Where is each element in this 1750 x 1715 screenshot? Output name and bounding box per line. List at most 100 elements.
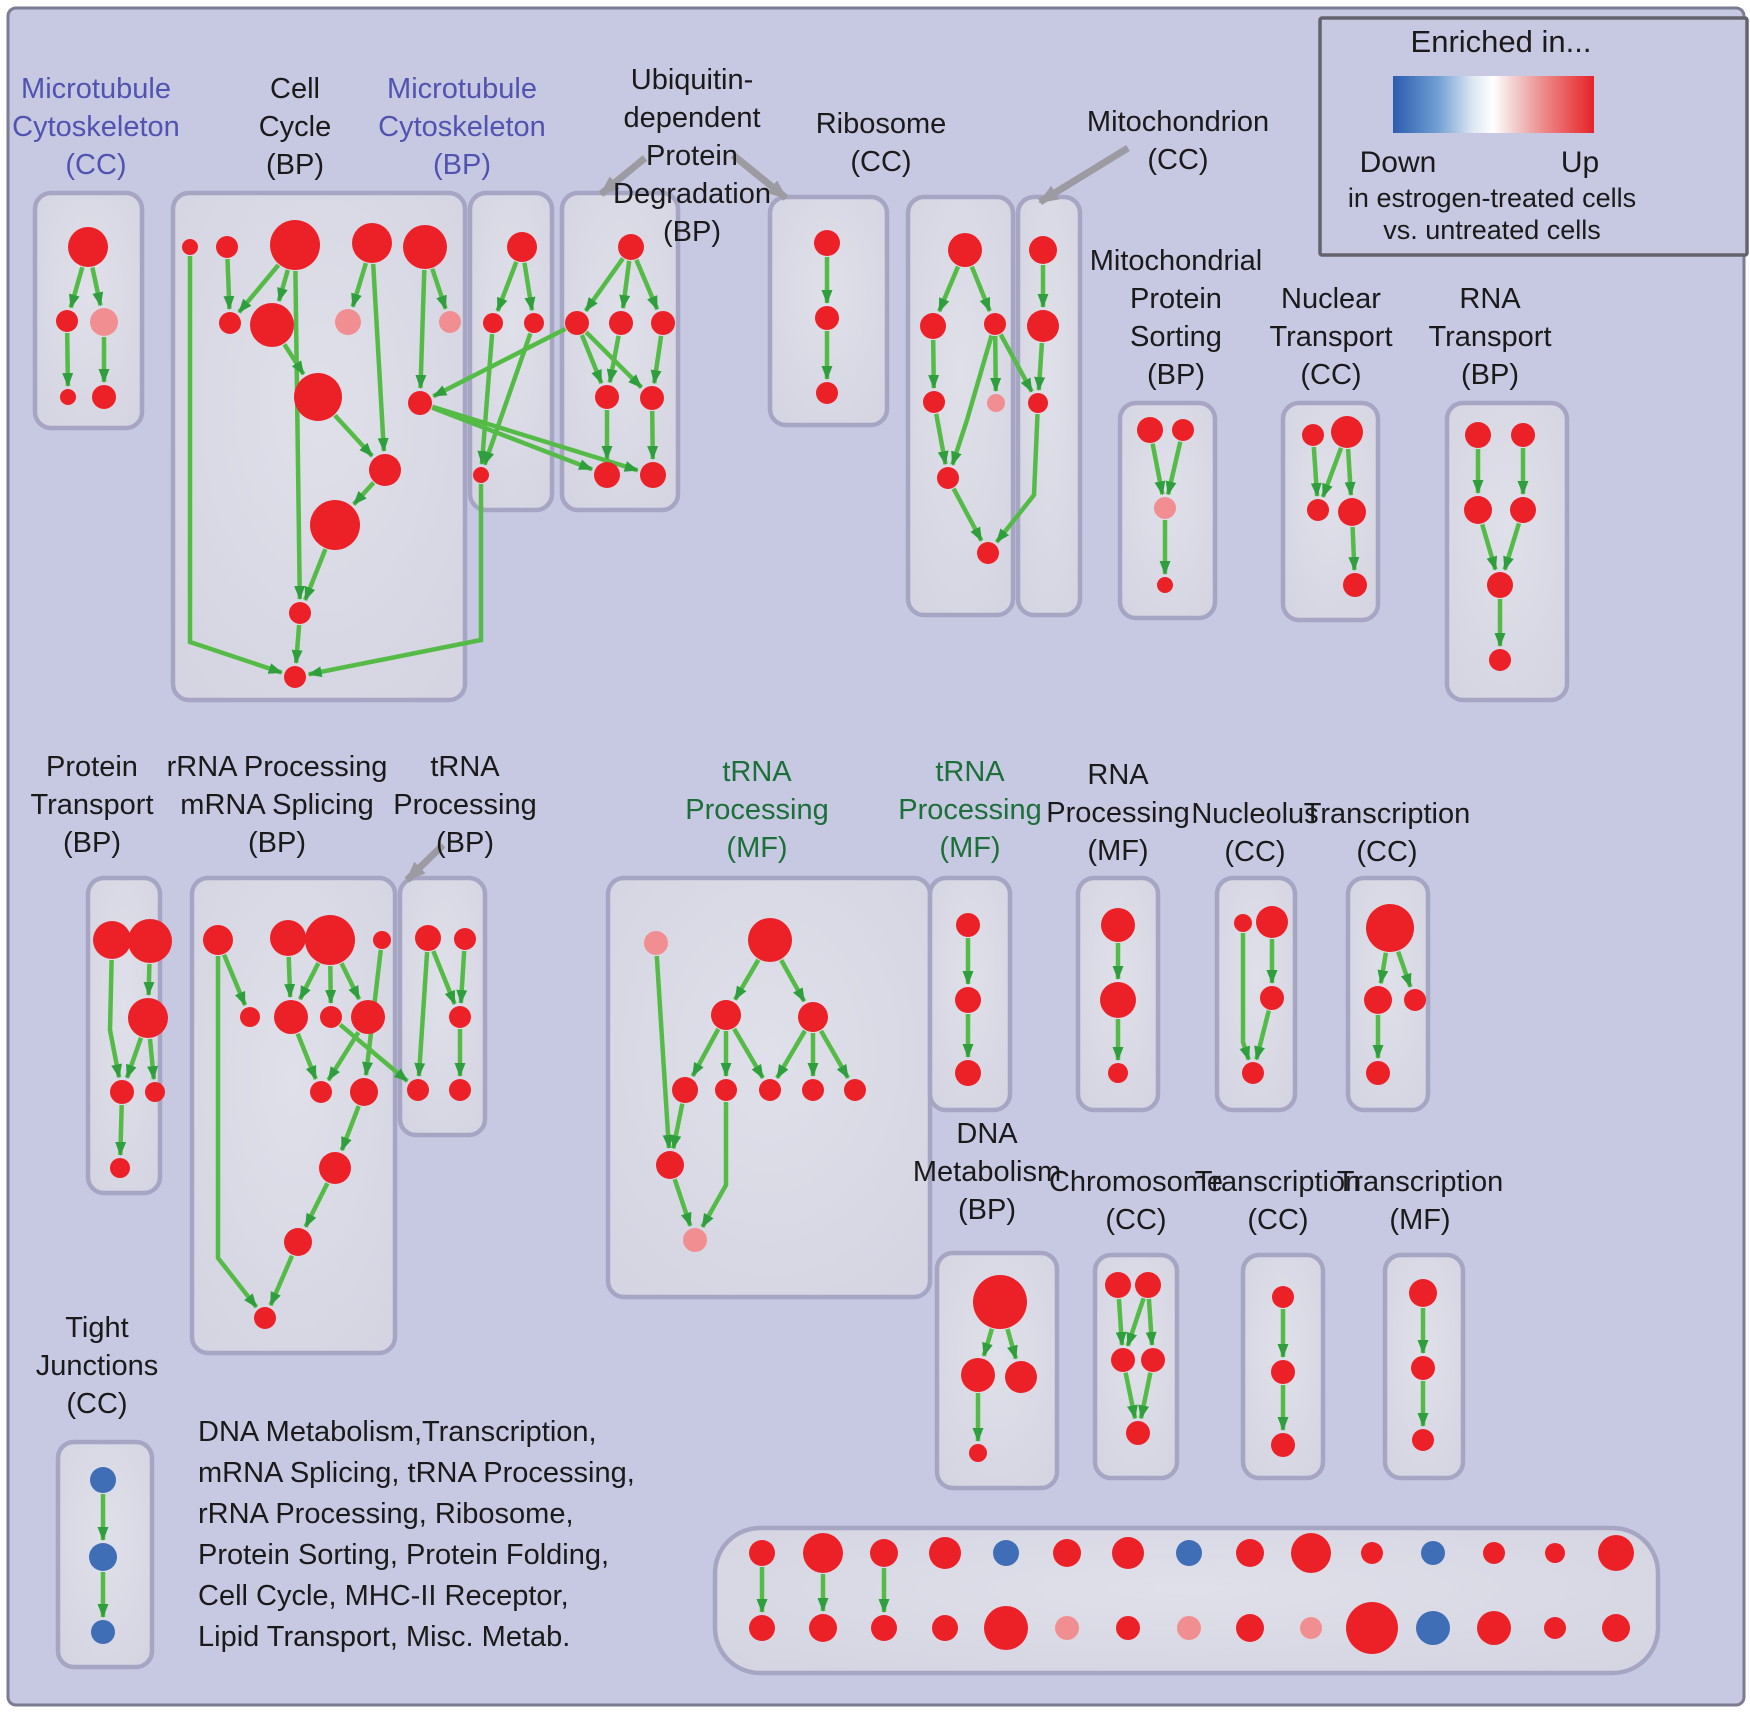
go-term-node	[1489, 649, 1511, 671]
go-term-node	[594, 462, 620, 488]
go-term-node	[1602, 1614, 1630, 1642]
go-term-node	[407, 1079, 429, 1101]
go-term-node	[1053, 1539, 1081, 1567]
edge-arrow	[1320, 447, 1344, 498]
go-term-node	[565, 311, 589, 335]
go-term-node	[1126, 1421, 1150, 1445]
go-term-node	[1416, 1611, 1450, 1645]
go-term-node	[319, 1152, 351, 1184]
go-term-node	[128, 998, 168, 1038]
go-term-node	[352, 223, 392, 263]
go-term-node	[1029, 236, 1057, 264]
edge-arrow	[1125, 1297, 1146, 1347]
go-term-node	[1157, 577, 1173, 593]
edge-arrow	[215, 956, 259, 1309]
edge-arrow	[1005, 1328, 1019, 1360]
go-term-node	[956, 913, 980, 937]
go-term-node	[90, 1467, 116, 1493]
edge-arrow	[690, 1027, 721, 1078]
edge-arrow	[339, 1105, 361, 1152]
go-term-node	[715, 1079, 737, 1101]
edge-arrow	[333, 413, 374, 458]
go-term-node	[305, 915, 355, 965]
edge-arrow	[654, 955, 674, 1149]
go-term-node	[1346, 1602, 1398, 1654]
go-term-node	[929, 1537, 961, 1569]
label-rrna-mrna-bp: rRNA Processing mRNA Splicing (BP)	[167, 751, 388, 859]
go-term-node	[870, 1539, 898, 1567]
go-term-node	[609, 311, 633, 335]
edge-arrow	[670, 1103, 685, 1150]
go-term-node	[68, 227, 108, 267]
go-term-node	[640, 386, 664, 410]
go-term-node	[284, 666, 306, 688]
go-term-node	[1302, 424, 1324, 446]
go-term-node	[1464, 496, 1492, 524]
go-term-node	[969, 1444, 987, 1462]
edge-arrow	[733, 958, 761, 1001]
edge-arrow	[276, 269, 290, 302]
go-term-node	[1105, 1272, 1131, 1298]
label-tight-junctions-cc: Tight Junctions (CC)	[36, 1312, 159, 1420]
cluster-box-cell-cycle-bp	[170, 190, 468, 703]
go-term-node	[802, 1079, 824, 1101]
legend-gradient-bar	[1393, 76, 1594, 133]
edge-arrow	[293, 270, 306, 600]
label-trna-processing-mf-small: tRNA Processing (MF)	[898, 756, 1041, 864]
edge-arrow	[414, 951, 430, 1077]
edge-arrow	[522, 262, 536, 312]
go-term-node	[871, 1615, 897, 1641]
go-term-node	[351, 1000, 385, 1034]
go-term-node	[91, 1620, 115, 1644]
go-term-node	[219, 312, 241, 334]
edge-arrow	[62, 332, 74, 387]
label-rna-processing-mf: RNA Processing (MF)	[1046, 759, 1189, 867]
edge-arrow	[326, 1031, 361, 1082]
go-term-node	[145, 1082, 165, 1102]
edge-arrow	[819, 1029, 850, 1080]
edge-arrow	[147, 1038, 159, 1081]
go-term-node	[932, 1615, 958, 1641]
edge-arrow	[779, 959, 807, 1003]
go-term-node	[1256, 906, 1288, 938]
label-protein-transport-bp: Protein Transport (BP)	[30, 751, 153, 859]
go-term-node	[1412, 1429, 1434, 1451]
go-term-node	[128, 919, 172, 963]
edge-arrow	[1145, 1298, 1157, 1346]
go-term-node	[56, 310, 78, 332]
pointer-arrow-icon	[598, 155, 648, 197]
edge-arrow	[579, 334, 604, 385]
go-term-node	[1111, 1348, 1135, 1372]
go-term-node	[403, 225, 447, 269]
go-term-node	[1100, 982, 1136, 1018]
go-term-node	[595, 385, 619, 409]
go-term-node	[1465, 422, 1491, 448]
go-term-node	[289, 602, 311, 624]
edge-arrow	[237, 263, 281, 314]
go-term-node	[815, 306, 839, 330]
edge-arrow	[650, 335, 664, 385]
label-ribosome-cc: Ribosome (CC)	[816, 108, 947, 178]
label-ubiquitin-degradation-bp: Ubiquitin-dependent Protein Degradation (BP…	[613, 64, 771, 248]
go-term-node	[1108, 1063, 1128, 1083]
go-term-node	[1005, 1361, 1037, 1393]
edge-arrow	[994, 413, 1040, 544]
go-term-node	[1510, 497, 1536, 523]
go-term-node	[89, 1543, 117, 1571]
label-trna-processing-bp: tRNA Processing (BP)	[393, 751, 536, 859]
edge-arrow	[415, 269, 427, 389]
go-term-node	[993, 1540, 1019, 1566]
edge-arrow	[1310, 446, 1322, 497]
edge-arrow	[998, 333, 1034, 393]
go-term-node	[92, 385, 116, 409]
edge-arrow	[482, 332, 533, 466]
go-term-node	[270, 920, 306, 956]
edge-arrow	[583, 257, 625, 313]
go-term-node	[524, 313, 544, 333]
edge-arrow	[584, 330, 643, 389]
label-microtubule-cytoskeleton-cc: Microtubule Cytoskeleton (CC)	[12, 73, 180, 181]
go-term-node	[798, 1002, 828, 1032]
legend-subtitle-line2: vs. untreated cells	[1383, 215, 1601, 245]
cluster-box-microtubule-cytoskeleton-cc	[32, 190, 145, 431]
legend-subtitle-line1: in estrogen-treated cells	[1348, 183, 1636, 213]
